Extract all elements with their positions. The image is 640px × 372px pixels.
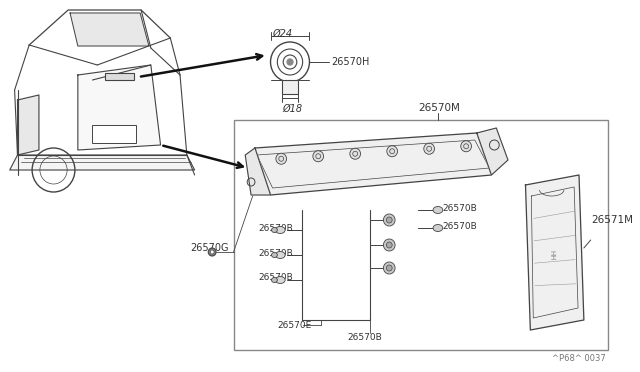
Text: 26570G: 26570G [191, 243, 229, 253]
Text: 26570B: 26570B [258, 273, 292, 282]
Circle shape [208, 248, 216, 256]
Text: Ø24: Ø24 [273, 29, 292, 39]
Polygon shape [525, 175, 584, 330]
Circle shape [287, 59, 293, 65]
Polygon shape [10, 155, 195, 170]
Text: 26570E: 26570E [277, 321, 312, 330]
Text: ^P68^ 0037: ^P68^ 0037 [552, 354, 605, 363]
Ellipse shape [433, 224, 443, 231]
Polygon shape [70, 13, 149, 46]
Text: 26571M: 26571M [591, 215, 634, 225]
Text: 26570B: 26570B [258, 248, 292, 257]
Bar [105, 73, 134, 80]
Ellipse shape [275, 276, 285, 283]
Ellipse shape [275, 227, 285, 234]
Circle shape [210, 250, 214, 254]
Text: 26570B: 26570B [348, 333, 382, 342]
Text: 26570B: 26570B [258, 224, 292, 232]
Bar [282, 80, 298, 94]
Text: Ø18: Ø18 [282, 104, 302, 114]
Circle shape [276, 153, 287, 164]
Circle shape [383, 262, 395, 274]
Polygon shape [245, 148, 271, 195]
Polygon shape [78, 65, 161, 150]
Circle shape [461, 141, 472, 152]
Polygon shape [477, 128, 508, 175]
Polygon shape [17, 95, 39, 155]
Ellipse shape [433, 206, 443, 214]
Circle shape [387, 146, 397, 157]
Text: HH: HH [548, 250, 555, 260]
Text: 26570B: 26570B [443, 203, 477, 212]
Circle shape [313, 151, 324, 162]
Circle shape [387, 265, 392, 271]
Circle shape [424, 143, 435, 154]
Ellipse shape [275, 251, 285, 259]
Ellipse shape [271, 278, 277, 282]
Bar [92, 125, 136, 143]
Text: 26570M: 26570M [419, 103, 460, 113]
Polygon shape [255, 133, 492, 195]
Circle shape [387, 242, 392, 248]
Text: 26570B: 26570B [443, 221, 477, 231]
Circle shape [383, 239, 395, 251]
Circle shape [387, 217, 392, 223]
Bar [234, 120, 608, 350]
Text: 26570H: 26570H [331, 57, 369, 67]
Circle shape [383, 214, 395, 226]
Ellipse shape [271, 228, 277, 232]
Circle shape [350, 148, 360, 159]
Ellipse shape [271, 253, 277, 257]
